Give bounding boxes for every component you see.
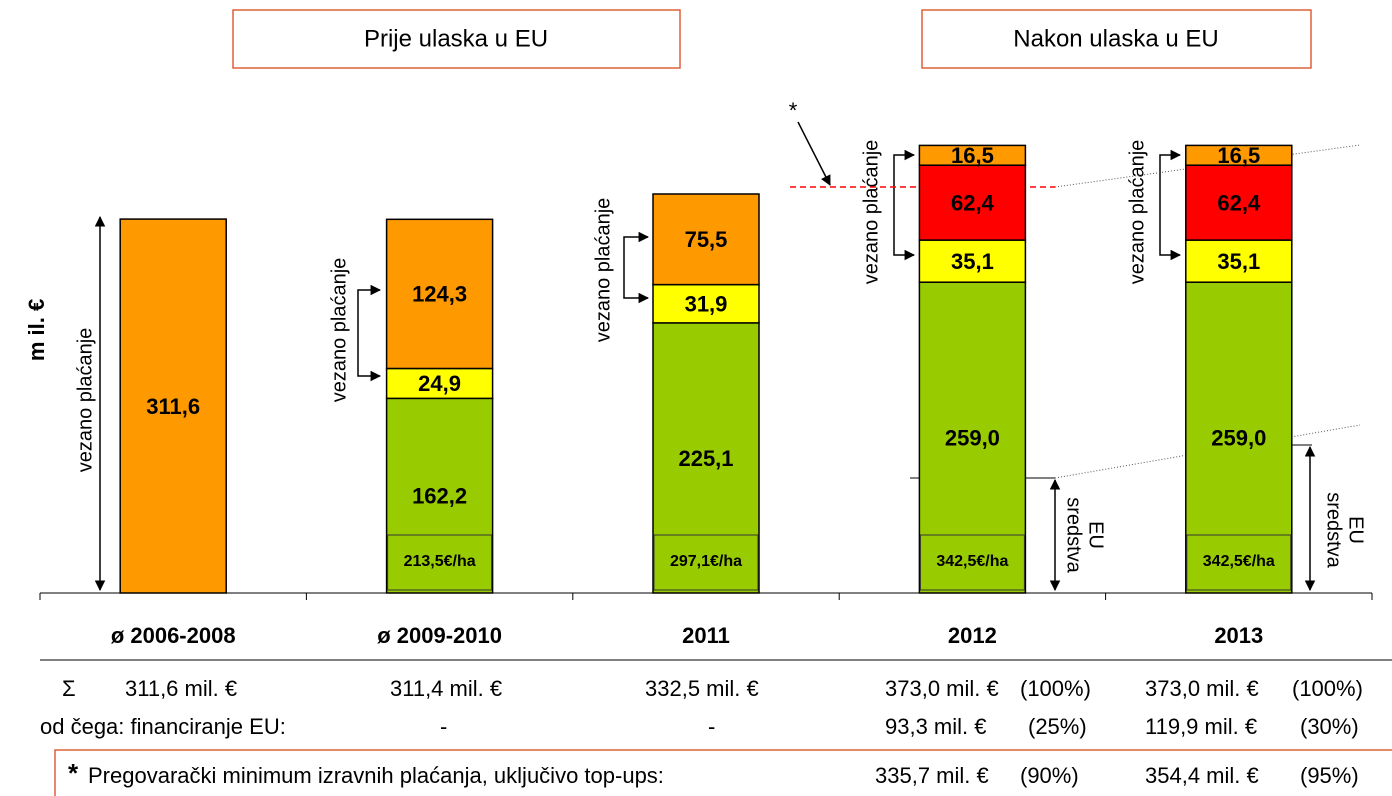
bar-segment	[918, 281, 1027, 594]
bar-segment	[918, 239, 1027, 283]
cell: Pregovarački minimum izravnih plaćanja, …	[88, 763, 664, 788]
cell: 311,6 mil. €	[125, 676, 237, 701]
cell: 373,0 mil. €	[1145, 676, 1259, 701]
annotation: vezano plaćanje	[74, 328, 96, 473]
bar-segment	[385, 218, 494, 370]
annotation: vezano plaćanje	[328, 258, 350, 403]
bar-segment	[1185, 164, 1293, 241]
bar-segment	[918, 144, 1027, 166]
cell: 373,0 mil. €	[885, 676, 999, 701]
value-label: 31,9	[685, 292, 728, 317]
cell: -	[708, 714, 715, 739]
annotation: sredstva	[1323, 492, 1345, 568]
bar-segment	[1185, 144, 1293, 166]
bracket	[1159, 149, 1182, 261]
per-ha-label: 297,1€/ha	[670, 553, 742, 570]
value-label: 162,2	[412, 483, 467, 508]
value-label: 225,1	[678, 446, 733, 471]
annotation: vezano plaćanje	[592, 198, 614, 343]
value-label: 124,3	[412, 282, 467, 307]
value-label: 62,4	[1217, 190, 1261, 215]
cell: 311,4 mil. €	[390, 676, 502, 701]
value-label: 75,5	[685, 227, 728, 252]
cell: 354,4 mil. €	[1145, 763, 1259, 788]
footnote-box	[54, 749, 1392, 796]
bracket	[893, 149, 916, 261]
bar-segment	[652, 193, 760, 286]
value-label: 259,0	[1211, 425, 1266, 450]
cell: Σ	[62, 676, 76, 701]
cell: 335,7 mil. €	[875, 763, 989, 788]
bracket	[623, 231, 650, 304]
annotation: vezano plaćanje	[860, 140, 882, 285]
dotted-line	[1054, 424, 1361, 479]
header-right: Nakon ulaska u EU	[1013, 25, 1218, 52]
asterisk: *	[789, 98, 798, 123]
x-tick-label: ø 2009-2010	[377, 623, 502, 648]
per-ha-label: 213,5€/ha	[404, 553, 476, 570]
annotation: EU	[1345, 516, 1367, 544]
annotation: EU	[1085, 521, 1107, 549]
per-ha-label: 342,5€/ha	[1203, 553, 1275, 570]
x-tick-label: 2013	[1214, 623, 1263, 648]
per-ha-box	[653, 534, 759, 591]
value-label: 311,6	[146, 394, 200, 419]
bracket	[357, 284, 382, 382]
cell: (100%)	[1020, 676, 1091, 701]
annotation: sredstva	[1063, 497, 1085, 573]
bar-segment	[652, 322, 760, 594]
cell: (30%)	[1300, 714, 1359, 739]
header-box	[921, 9, 1312, 69]
cell: (90%)	[1020, 763, 1079, 788]
value-label: 259,0	[945, 425, 1000, 450]
bar-segment	[652, 283, 760, 324]
cell: od čega: financiranje EU:	[40, 714, 286, 739]
value-label: 16,5	[1217, 143, 1260, 168]
annotation: vezano plaćanje	[1126, 140, 1148, 285]
bar-segment	[1185, 281, 1293, 594]
x-tick-label: 2012	[948, 623, 997, 648]
cell: 119,9 mil. €	[1145, 714, 1257, 739]
value-label: 62,4	[951, 190, 995, 215]
bar-segment	[385, 397, 494, 594]
x-tick-label: 2011	[682, 623, 730, 648]
value-label: 16,5	[951, 143, 994, 168]
cell: *	[68, 758, 79, 788]
cell: 93,3 mil. €	[885, 714, 987, 739]
cell: -	[440, 714, 447, 739]
per-ha-box	[919, 534, 1025, 591]
header-box	[232, 9, 681, 69]
value-label: 35,1	[951, 249, 994, 274]
bar-segment	[1185, 239, 1293, 283]
y-axis-label: m il. €	[24, 299, 49, 361]
cell: (25%)	[1028, 714, 1087, 739]
value-label: 35,1	[1217, 249, 1260, 274]
per-ha-label: 342,5€/ha	[936, 553, 1008, 570]
header-left: Prije ulaska u EU	[364, 25, 548, 52]
cell: (100%)	[1292, 676, 1363, 701]
arrow	[797, 121, 831, 186]
cell: (95%)	[1300, 763, 1359, 788]
per-ha-box	[387, 534, 493, 591]
cell: 332,5 mil. €	[645, 676, 759, 701]
per-ha-box	[1186, 534, 1292, 591]
x-tick-label: ø 2006-2008	[111, 623, 236, 648]
value-label: 24,9	[418, 371, 461, 396]
bar-segment	[385, 367, 494, 400]
